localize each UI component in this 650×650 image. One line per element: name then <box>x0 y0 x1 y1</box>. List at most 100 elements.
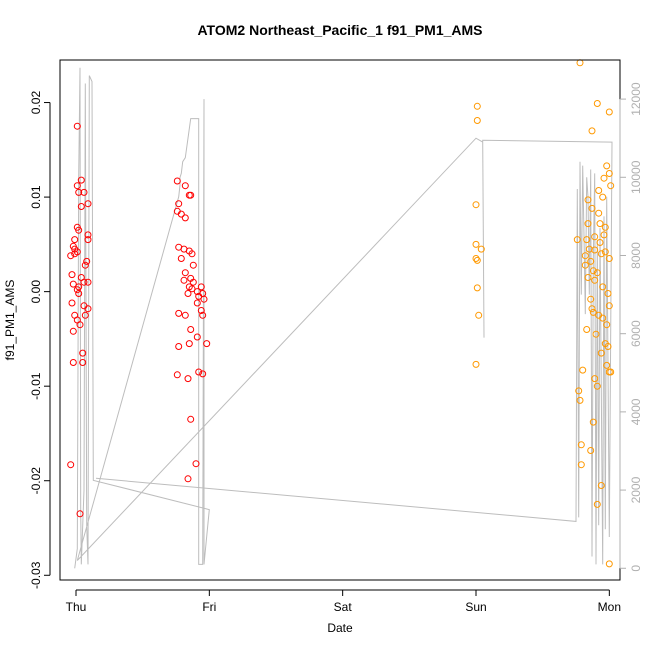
data-point <box>203 340 211 348</box>
data-point <box>588 305 596 313</box>
y-tick-label: -0.01 <box>29 372 43 400</box>
data-point <box>472 240 480 248</box>
data-point <box>587 295 595 303</box>
data-point <box>75 290 83 297</box>
secondary-y-tick-label: 8000 <box>629 242 643 269</box>
data-point <box>603 361 611 369</box>
x-axis: Thu Fri Sat Sun Mon <box>66 589 621 614</box>
data-point <box>475 311 483 319</box>
data-point <box>181 311 189 319</box>
data-point <box>79 359 87 366</box>
data-point <box>195 292 203 300</box>
data-point <box>173 371 181 379</box>
secondary-series-line <box>74 67 613 569</box>
x-tick-label: Sat <box>334 600 353 614</box>
data-point <box>584 274 592 281</box>
data-point <box>80 188 88 196</box>
data-point <box>597 482 605 489</box>
data-point <box>601 248 609 256</box>
data-point <box>604 290 612 297</box>
secondary-y-tick-label: 10000 <box>629 160 643 194</box>
data-point <box>591 276 599 284</box>
y-tick-label: 0.00 <box>29 280 43 304</box>
data-point <box>195 368 203 376</box>
data-point <box>69 327 77 335</box>
data-point <box>593 269 601 277</box>
data-point <box>84 236 92 244</box>
data-point <box>600 174 608 182</box>
data-point <box>473 102 481 110</box>
data-point <box>80 278 88 286</box>
data-point <box>605 302 613 310</box>
data-point <box>84 200 92 208</box>
secondary-y-tick-label: 6000 <box>629 320 643 347</box>
secondary-y-tick-label: 12000 <box>629 82 643 116</box>
data-point <box>597 250 605 258</box>
data-point <box>472 255 480 262</box>
x-tick-label: Fri <box>202 600 216 614</box>
data-point <box>71 236 79 244</box>
data-point <box>583 326 591 333</box>
data-point <box>181 182 189 190</box>
data-point <box>605 255 613 262</box>
data-point <box>187 326 195 333</box>
data-point <box>600 231 608 239</box>
data-point <box>180 276 188 284</box>
data-point <box>577 461 585 469</box>
data-point <box>603 321 611 329</box>
data-point <box>175 200 183 208</box>
data-point <box>599 193 607 201</box>
data-point <box>605 560 613 568</box>
y-tick-label: -0.03 <box>29 561 43 589</box>
chart-title: ATOM2 Northeast_Pacific_1 f91_PM1_AMS <box>197 22 482 38</box>
data-point <box>192 460 200 468</box>
data-point <box>68 271 76 279</box>
data-point <box>605 108 613 116</box>
data-point <box>584 220 592 228</box>
data-point <box>473 117 481 124</box>
data-point <box>67 252 75 260</box>
data-point <box>75 226 83 234</box>
data-point <box>576 396 584 404</box>
data-point <box>593 500 601 508</box>
y-tick-label: -0.02 <box>29 467 43 495</box>
points-layer <box>67 59 615 568</box>
x-tick-label: Mon <box>598 600 621 614</box>
data-point <box>587 257 595 265</box>
data-point <box>188 285 196 293</box>
data-point <box>188 250 196 258</box>
data-point <box>473 284 481 292</box>
data-point <box>581 261 589 269</box>
data-point <box>573 236 581 244</box>
data-point <box>581 252 589 260</box>
data-point <box>473 256 481 264</box>
data-point <box>181 269 189 277</box>
data-point <box>84 305 92 313</box>
data-point <box>81 261 89 269</box>
data-point <box>75 188 83 196</box>
data-point <box>597 349 605 357</box>
data-point <box>591 246 599 254</box>
data-point <box>591 375 599 383</box>
data-point <box>69 280 77 288</box>
y-tick-label: 0.01 <box>29 185 43 209</box>
data-point <box>589 267 597 275</box>
data-point <box>73 122 81 130</box>
data-point <box>593 100 601 107</box>
data-point <box>605 170 613 177</box>
x-axis-label: Date <box>327 621 353 635</box>
data-point <box>187 415 195 423</box>
data-point <box>189 278 197 286</box>
secondary-y-axis: 0 2000 4000 6000 8000 10000 12000 <box>619 82 643 572</box>
data-point <box>187 191 195 199</box>
data-point <box>588 204 596 212</box>
data-point <box>599 314 607 322</box>
data-point <box>184 375 192 383</box>
y-tick-label: 0.02 <box>29 91 43 115</box>
data-point <box>584 196 592 204</box>
data-point <box>199 370 207 378</box>
data-point <box>68 299 76 307</box>
data-point <box>67 461 75 469</box>
data-point <box>177 255 185 262</box>
